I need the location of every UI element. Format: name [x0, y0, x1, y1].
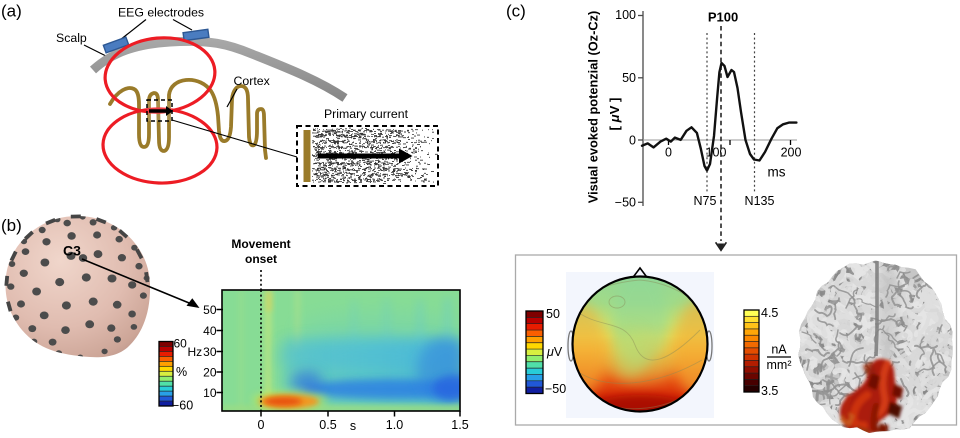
svg-text:EEG electrodes: EEG electrodes — [118, 6, 204, 20]
svg-text:40: 40 — [203, 324, 217, 338]
svg-text:Cortex: Cortex — [234, 74, 271, 88]
svg-text:ms: ms — [768, 165, 786, 180]
svg-text:0: 0 — [258, 418, 265, 432]
svg-text:−50: −50 — [545, 382, 566, 396]
svg-text:Scalp: Scalp — [56, 31, 87, 45]
svg-text:mm²: mm² — [767, 358, 792, 372]
svg-text:Visual evoked potenzial (Oz-Cz: Visual evoked potenzial (Oz-Cz) — [586, 11, 601, 203]
svg-text:μV: μV — [546, 345, 563, 359]
svg-text:(c): (c) — [506, 2, 526, 21]
svg-text:1.0: 1.0 — [386, 418, 403, 432]
svg-text:200: 200 — [781, 146, 802, 160]
svg-text:60: 60 — [174, 337, 188, 351]
svg-text:4.5: 4.5 — [761, 306, 778, 320]
svg-text:50: 50 — [622, 71, 636, 85]
svg-text:0: 0 — [665, 146, 672, 160]
svg-text:onset: onset — [245, 252, 277, 266]
svg-text:Movement: Movement — [231, 237, 290, 251]
svg-text:20: 20 — [203, 365, 217, 379]
svg-text:nA: nA — [771, 343, 787, 357]
svg-text:P100: P100 — [708, 10, 738, 25]
svg-text:100: 100 — [706, 146, 727, 160]
svg-text:Primary current: Primary current — [324, 107, 409, 121]
svg-text:[ μV ]: [ μV ] — [607, 98, 622, 131]
svg-text:100: 100 — [615, 8, 636, 22]
svg-text:%: % — [176, 365, 187, 379]
svg-text:10: 10 — [203, 386, 217, 400]
svg-text:3.5: 3.5 — [761, 384, 778, 398]
svg-text:0.5: 0.5 — [319, 418, 336, 432]
svg-text:1.5: 1.5 — [451, 418, 468, 432]
svg-text:50: 50 — [546, 307, 560, 321]
svg-text:Hz: Hz — [188, 345, 203, 359]
svg-text:(b): (b) — [1, 216, 22, 235]
svg-text:30: 30 — [203, 345, 217, 359]
svg-text:C3: C3 — [63, 243, 81, 259]
svg-text:(a): (a) — [1, 2, 22, 21]
svg-text:50: 50 — [203, 303, 217, 317]
svg-text:−50: −50 — [615, 196, 636, 210]
svg-text:−60: −60 — [172, 399, 193, 413]
svg-text:s: s — [350, 419, 356, 433]
svg-text:N75: N75 — [694, 194, 717, 208]
svg-text:N135: N135 — [745, 194, 775, 208]
svg-text:0: 0 — [629, 133, 636, 147]
